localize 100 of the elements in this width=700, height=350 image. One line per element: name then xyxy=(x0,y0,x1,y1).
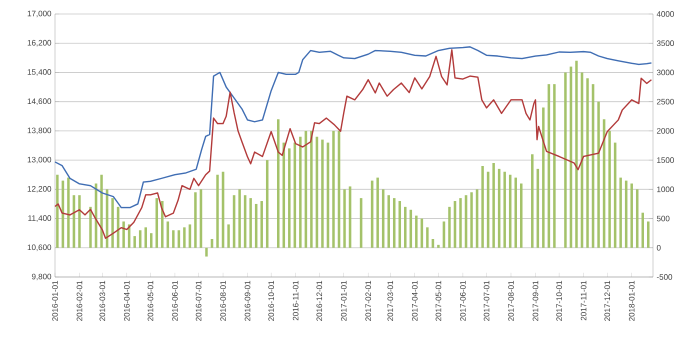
bar xyxy=(624,180,628,248)
bar xyxy=(227,224,230,248)
bar xyxy=(178,230,180,248)
bar xyxy=(602,119,606,248)
bar xyxy=(536,168,540,248)
bar xyxy=(238,189,241,248)
bar xyxy=(360,198,362,248)
bar xyxy=(161,201,164,248)
bar xyxy=(122,221,125,248)
bar xyxy=(266,160,268,248)
bar xyxy=(597,102,600,248)
bar xyxy=(376,178,379,248)
bar xyxy=(222,172,224,248)
bar xyxy=(619,178,622,248)
bar xyxy=(277,119,280,248)
bar xyxy=(254,204,258,248)
bar xyxy=(106,189,108,248)
bar xyxy=(464,195,468,248)
bar xyxy=(338,130,340,248)
bar xyxy=(410,210,412,248)
bar xyxy=(415,216,418,248)
bar xyxy=(294,142,296,248)
bar xyxy=(392,198,396,248)
bar xyxy=(67,178,70,248)
bar xyxy=(316,136,318,248)
bar xyxy=(542,108,545,248)
bar xyxy=(210,239,214,248)
bar xyxy=(326,142,330,248)
bar xyxy=(580,72,584,248)
bar xyxy=(332,130,335,248)
bar xyxy=(260,201,263,248)
bar xyxy=(641,212,644,248)
bar xyxy=(382,189,384,248)
bar xyxy=(116,206,120,248)
bar xyxy=(288,148,291,248)
bar xyxy=(150,233,153,248)
bar xyxy=(172,230,175,248)
bar xyxy=(62,180,64,248)
bar xyxy=(614,142,616,248)
bar xyxy=(592,84,594,248)
bar xyxy=(232,195,236,248)
bar xyxy=(111,198,114,248)
bar xyxy=(387,195,390,248)
bar xyxy=(553,84,556,248)
bar xyxy=(216,174,219,248)
bar xyxy=(348,186,352,248)
bar xyxy=(531,154,534,248)
bar xyxy=(56,174,59,248)
bar xyxy=(570,66,572,248)
bar xyxy=(244,195,246,248)
bar xyxy=(636,189,638,248)
bar xyxy=(398,201,402,248)
bar xyxy=(514,178,517,248)
bar xyxy=(454,201,456,248)
bar xyxy=(194,192,197,248)
bar xyxy=(188,224,192,248)
line-series xyxy=(54,46,652,208)
bar xyxy=(498,168,500,248)
bar xyxy=(100,174,103,248)
bar xyxy=(420,218,424,248)
bar xyxy=(459,198,462,248)
bar xyxy=(437,244,440,248)
bar xyxy=(166,221,170,248)
bar xyxy=(321,140,324,248)
bar xyxy=(575,60,578,248)
bar xyxy=(89,206,92,248)
bar xyxy=(448,206,451,248)
bar xyxy=(586,78,589,248)
bar xyxy=(128,224,130,248)
bar xyxy=(200,189,202,248)
bar xyxy=(310,130,313,248)
bar xyxy=(481,166,484,248)
bar xyxy=(72,195,76,248)
bar xyxy=(470,192,473,248)
bar xyxy=(249,198,252,248)
bar xyxy=(156,198,158,248)
bar xyxy=(548,84,550,248)
bar xyxy=(370,180,374,248)
bar xyxy=(299,136,302,248)
bar xyxy=(144,227,147,248)
bar xyxy=(94,183,98,248)
bar xyxy=(503,172,506,248)
bar xyxy=(492,163,495,248)
bar xyxy=(404,206,407,248)
bar xyxy=(133,236,136,248)
bar xyxy=(476,189,478,248)
bar xyxy=(138,230,142,248)
bar xyxy=(630,183,633,248)
bar xyxy=(486,172,490,248)
bar xyxy=(205,248,208,257)
bar xyxy=(183,227,186,248)
bar xyxy=(432,239,434,248)
bar xyxy=(343,189,346,248)
bar xyxy=(508,174,512,248)
bar xyxy=(520,183,523,248)
line-series xyxy=(54,49,652,239)
bar xyxy=(78,195,81,248)
bar xyxy=(304,130,308,248)
bar xyxy=(282,142,286,248)
bar xyxy=(647,221,650,248)
